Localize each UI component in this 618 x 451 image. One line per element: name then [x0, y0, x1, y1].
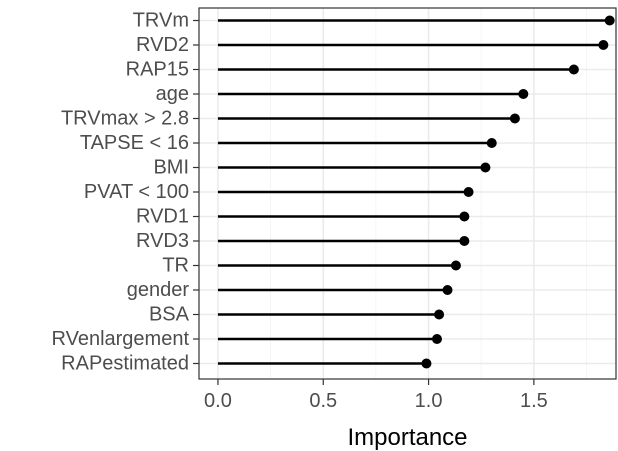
lollipop-point [518, 89, 529, 99]
grid-major [199, 8, 616, 379]
y-tick-label: gender [127, 279, 190, 301]
lollipop-point [480, 162, 491, 173]
y-tick-label: RVD3 [136, 230, 189, 252]
y-tick-label: PVAT < 100 [84, 181, 189, 203]
y-tick-label: BMI [153, 157, 189, 179]
lollipop-point [421, 358, 432, 369]
y-tick-label: TRVm [133, 10, 189, 32]
lollipop-point [442, 285, 453, 295]
lollipop-point [486, 138, 497, 148]
x-axis: 0.0 0.5 1.0 1.5 [204, 379, 548, 412]
lollipop-point [459, 211, 470, 222]
lollipop-point [568, 64, 579, 75]
y-tick-label: TR [162, 255, 189, 277]
y-tick-label: RVenlargement [52, 328, 190, 350]
y-tick-label: RAPestimated [61, 353, 189, 375]
x-tick-label: 0.5 [309, 390, 337, 412]
lollipop-point [459, 236, 470, 246]
panel-border [198, 7, 617, 380]
chart-marks [217, 15, 615, 369]
x-tick-label: 1.5 [520, 390, 548, 412]
lollipop-point [431, 334, 442, 344]
y-tick-label: TRVmax > 2.8 [61, 108, 189, 130]
y-tick-label: BSA [149, 304, 190, 326]
x-tick-label: 0.0 [204, 390, 232, 412]
x-tick-label: 1.0 [415, 390, 443, 412]
lollipop-point [598, 40, 609, 50]
lollipop-point [509, 113, 520, 124]
y-tick-label: RAP15 [126, 59, 189, 81]
y-tick-label: RVD1 [136, 206, 189, 228]
x-axis-title: Importance [347, 424, 467, 451]
lollipop-point [450, 260, 461, 271]
y-tick-label: RVD2 [136, 34, 189, 56]
lollipop-point [463, 187, 474, 197]
y-tick-label: TAPSE < 16 [80, 132, 189, 154]
lollipop-point [604, 15, 615, 26]
y-tick-label: age [156, 83, 189, 105]
lollipop-point [434, 309, 445, 320]
